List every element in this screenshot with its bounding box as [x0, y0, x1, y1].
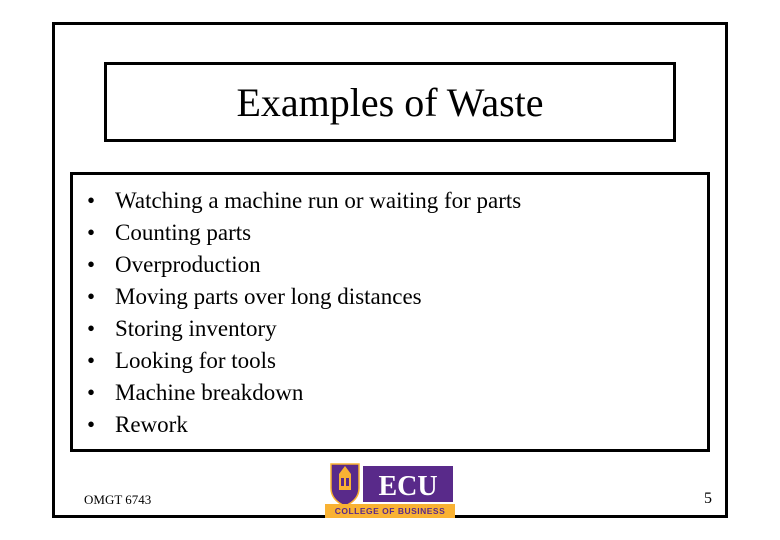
bullet-text: Machine breakdown: [115, 377, 303, 409]
list-item: • Rework: [87, 409, 693, 441]
list-item: • Counting parts: [87, 217, 693, 249]
logo-primary-text: ECU: [378, 471, 437, 502]
slide-title: Examples of Waste: [236, 79, 543, 126]
list-item: • Storing inventory: [87, 313, 693, 345]
list-item: • Overproduction: [87, 249, 693, 281]
footer-course-code: OMGT 6743: [84, 492, 151, 508]
bullet-text: Storing inventory: [115, 313, 277, 345]
list-item: • Machine breakdown: [87, 377, 693, 409]
bullet-icon: •: [87, 409, 115, 441]
bullet-icon: •: [87, 281, 115, 313]
footer-page-number: 5: [704, 490, 712, 508]
bullet-icon: •: [87, 217, 115, 249]
bullet-text: Rework: [115, 409, 188, 441]
bullet-text: Counting parts: [115, 217, 251, 249]
bullet-text: Overproduction: [115, 249, 261, 281]
bullet-icon: •: [87, 249, 115, 281]
logo-banner-text: COLLEGE OF BUSINESS: [335, 506, 446, 516]
bullet-icon: •: [87, 313, 115, 345]
bullet-icon: •: [87, 345, 115, 377]
content-box: • Watching a machine run or waiting for …: [70, 172, 710, 452]
list-item: • Moving parts over long distances: [87, 281, 693, 313]
list-item: • Watching a machine run or waiting for …: [87, 185, 693, 217]
title-box: Examples of Waste: [104, 62, 676, 142]
bullet-icon: •: [87, 377, 115, 409]
ecu-logo: ECU COLLEGE OF BUSINESS: [325, 462, 455, 518]
list-item: • Looking for tools: [87, 345, 693, 377]
bullet-text: Watching a machine run or waiting for pa…: [115, 185, 521, 217]
bullet-text: Moving parts over long distances: [115, 281, 422, 313]
bullet-text: Looking for tools: [115, 345, 276, 377]
bullet-list: • Watching a machine run or waiting for …: [87, 185, 693, 441]
bullet-icon: •: [87, 185, 115, 217]
